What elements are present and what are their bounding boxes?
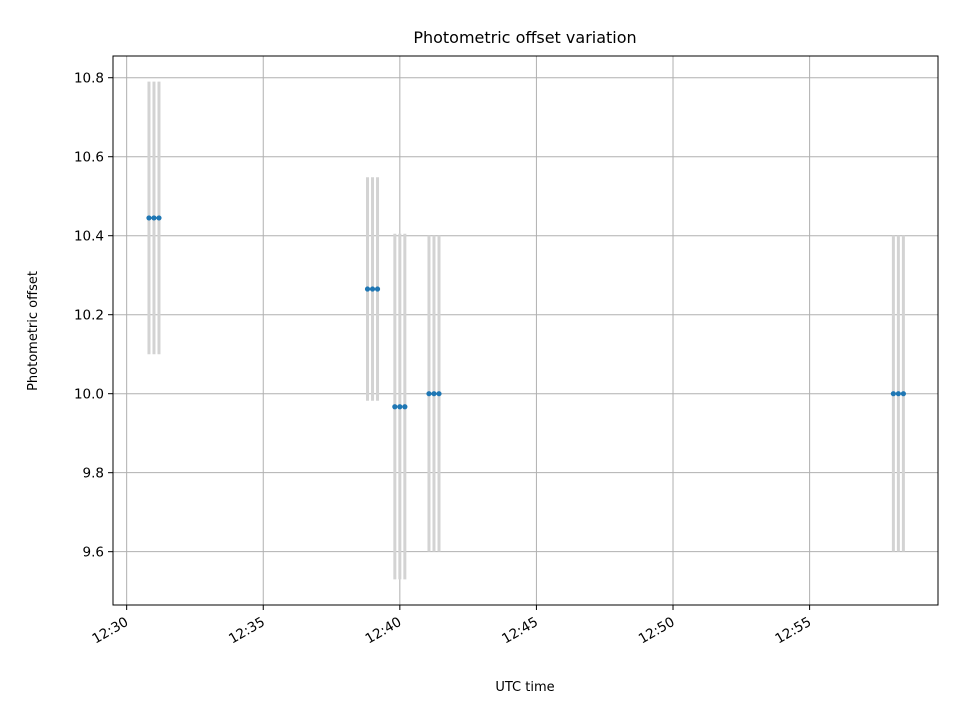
x-axis-label: UTC time	[495, 680, 554, 695]
x-tick-label: 12:35	[226, 614, 268, 647]
data-point	[397, 404, 403, 410]
y-tick-label: 10.4	[74, 229, 104, 245]
x-tick-label: 12:40	[363, 614, 405, 647]
chart-title: Photometric offset variation	[413, 28, 636, 47]
plot-frame	[112, 55, 939, 606]
x-axis-ticks: 12:30 12:35 12:40 12:45 12:50 12:55	[90, 605, 814, 647]
x-tick-label: 12:50	[636, 614, 678, 647]
y-tick-label: 10.0	[74, 387, 104, 403]
data-point	[900, 391, 906, 397]
data-point	[392, 404, 398, 410]
y-tick-label: 10.2	[74, 308, 104, 324]
data-point	[890, 391, 896, 397]
x-tick-label: 12:30	[90, 614, 132, 647]
data-point	[402, 404, 408, 410]
y-tick-label: 10.6	[74, 150, 104, 166]
y-axis-ticks: 9.6 9.8 10.0 10.2 10.4 10.6 10.8	[74, 71, 113, 561]
data-point	[431, 391, 437, 397]
data-point	[364, 286, 371, 292]
data-points	[146, 215, 906, 410]
y-tick-label: 9.6	[83, 545, 104, 561]
y-tick-label: 10.8	[74, 71, 104, 87]
x-tick-label: 12:45	[499, 614, 541, 647]
data-point	[146, 215, 152, 221]
data-point	[426, 391, 432, 397]
y-tick-label: 9.8	[83, 466, 104, 482]
data-point	[156, 215, 162, 221]
x-tick-label: 12:55	[772, 614, 814, 647]
data-point	[895, 391, 901, 397]
data-point	[369, 286, 376, 292]
data-point	[374, 286, 381, 292]
y-axis-label: Photometric offset	[26, 271, 41, 391]
grid-lines	[113, 56, 938, 605]
data-point	[151, 215, 157, 221]
data-point	[436, 391, 442, 397]
